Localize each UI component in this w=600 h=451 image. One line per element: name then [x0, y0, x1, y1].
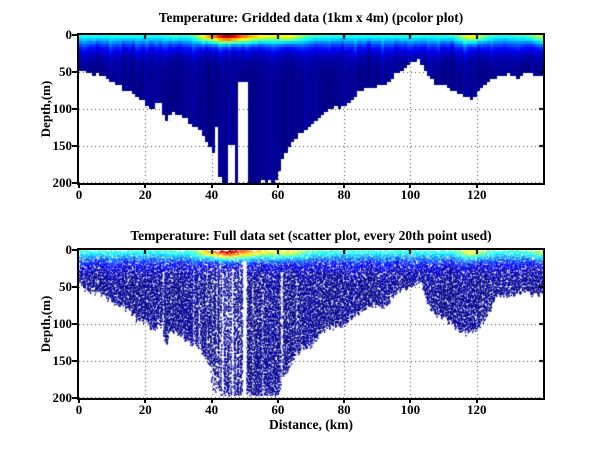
plot2-title: Temperature: Full data set (scatter plot…: [130, 228, 492, 243]
x-tick-label: 60: [271, 187, 285, 202]
pcolor-plot-area: [77, 33, 545, 185]
x-tick-mark: [210, 184, 213, 188]
x-tick-label: 80: [337, 402, 351, 417]
x-tick-mark: [343, 399, 346, 403]
x-tick-mark: [343, 184, 346, 188]
x-tick-mark: [276, 184, 279, 188]
y-tick-mark: [72, 397, 77, 399]
y-tick-mark: [72, 145, 77, 147]
x-tick-mark: [276, 399, 279, 403]
x-tick-label: 100: [400, 402, 421, 417]
x-tick-mark: [210, 399, 213, 403]
scatter-plot-canvas: [79, 250, 543, 398]
x-tick-label: 20: [138, 402, 152, 417]
x-tick-mark: [409, 184, 412, 188]
plot1-title: Temperature: Gridded data (1km x 4m) (pc…: [158, 10, 464, 25]
y-tick-mark: [72, 249, 77, 251]
x-tick-mark: [144, 184, 147, 188]
y-tick-label: 100: [52, 101, 73, 116]
y-tick-mark: [72, 286, 77, 288]
x-tick-mark: [144, 399, 147, 403]
y-tick-label: 150: [52, 353, 73, 368]
x-axis-label: Distance, (km): [269, 417, 353, 432]
y-tick-label: 0: [65, 242, 73, 257]
y-tick-mark: [72, 71, 77, 73]
x-tick-label: 0: [75, 402, 83, 417]
x-tick-mark: [409, 399, 412, 403]
y-tick-label: 100: [52, 316, 73, 331]
y-tick-label: 50: [59, 279, 72, 294]
y-tick-mark: [72, 108, 77, 110]
x-tick-label: 60: [271, 402, 285, 417]
y-tick-label: 150: [52, 138, 73, 153]
y-tick-label: 0: [65, 27, 73, 42]
x-tick-mark: [475, 399, 478, 403]
x-tick-label: 0: [75, 187, 83, 202]
x-tick-label: 120: [466, 187, 487, 202]
y-tick-label: 200: [52, 175, 73, 190]
x-tick-label: 20: [138, 187, 152, 202]
y-tick-label: 50: [59, 64, 72, 79]
y-tick-mark: [72, 360, 77, 362]
x-tick-label: 40: [205, 187, 219, 202]
x-tick-label: 40: [205, 402, 219, 417]
y-tick-mark: [72, 34, 77, 36]
y-tick-mark: [72, 182, 77, 184]
x-tick-label: 80: [337, 187, 351, 202]
scatter-plot-area: [77, 248, 545, 400]
pcolor-plot-canvas: [79, 35, 543, 183]
x-tick-label: 120: [466, 402, 487, 417]
x-tick-label: 100: [400, 187, 421, 202]
x-tick-mark: [78, 399, 80, 403]
x-tick-mark: [78, 184, 80, 188]
y-tick-label: 200: [52, 390, 73, 405]
x-tick-mark: [475, 184, 478, 188]
y-tick-mark: [72, 323, 77, 325]
